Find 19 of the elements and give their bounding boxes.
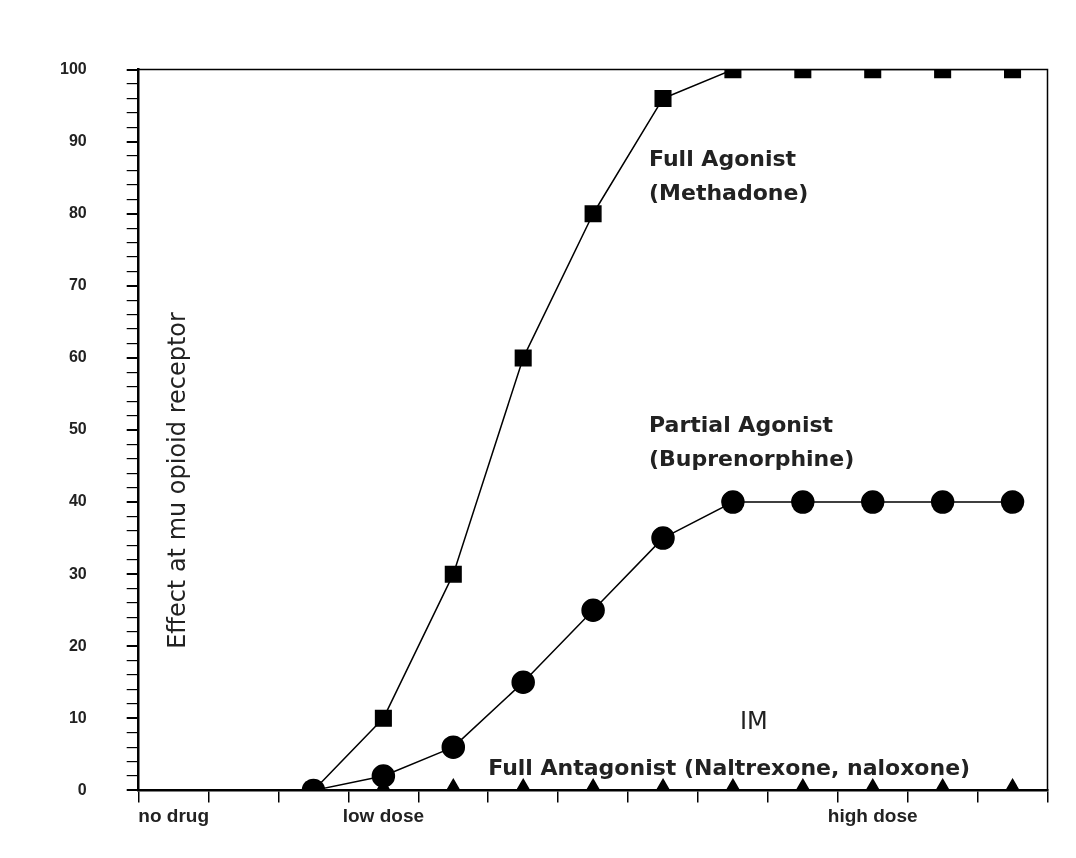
y-axis-title: Effect at mu opioid receptor: [162, 311, 191, 649]
y-tick-label: 100: [59, 60, 87, 78]
y-tick-label: 0: [77, 780, 87, 798]
y-tick-label: 20: [68, 636, 87, 654]
y-tick-label: 80: [68, 204, 87, 222]
y-tick-label: 70: [68, 276, 87, 294]
y-tick-label: 40: [68, 492, 87, 510]
y-tick-label: 90: [68, 132, 87, 150]
series-label: Full Agonist (Methadone): [649, 145, 809, 205]
y-tick-label: 30: [68, 564, 87, 582]
y-tick-label: 60: [68, 348, 87, 366]
x-tick-label: low dose: [342, 805, 425, 827]
y-tick-label: 10: [68, 708, 87, 726]
y-tick-label: 50: [68, 420, 87, 438]
series-label: Full Antagonist (Naltrexone, naloxone): [488, 754, 971, 780]
series-label: Partial Agonist (Buprenorphine): [649, 412, 855, 472]
x-tick-label: no drug: [138, 805, 209, 827]
x-tick-label: high dose: [827, 805, 918, 827]
annotation: IM: [739, 707, 768, 736]
